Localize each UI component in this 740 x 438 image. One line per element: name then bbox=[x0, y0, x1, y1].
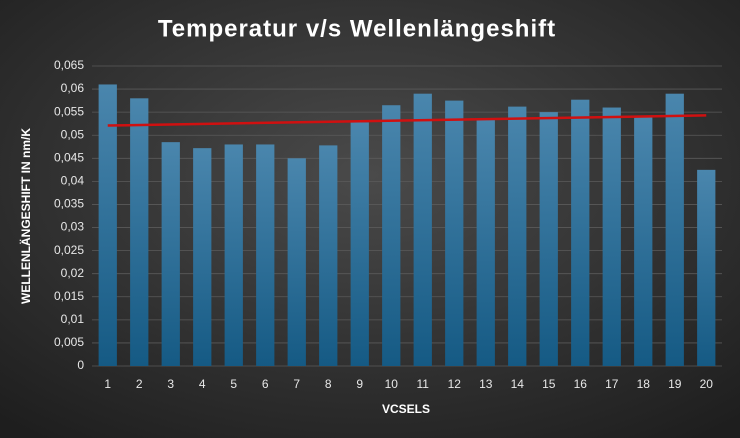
x-tick-label: 8 bbox=[325, 377, 332, 391]
x-tick-label: 3 bbox=[167, 377, 174, 391]
y-tick-label: 0,045 bbox=[54, 150, 84, 164]
y-axis-title: WELLENLÄNGESHIFT IN nm/K bbox=[18, 128, 33, 304]
bar bbox=[571, 99, 590, 366]
x-tick-label: 7 bbox=[293, 377, 300, 391]
y-tick-label: 0,065 bbox=[54, 58, 84, 72]
bar bbox=[161, 142, 180, 366]
x-tick-label: 6 bbox=[262, 377, 269, 391]
bar bbox=[319, 145, 338, 366]
bar bbox=[256, 144, 275, 366]
x-tick-label: 12 bbox=[448, 377, 462, 391]
bar bbox=[350, 122, 369, 366]
x-tick-label: 16 bbox=[574, 377, 588, 391]
x-tick-label: 9 bbox=[356, 377, 363, 391]
bar bbox=[98, 84, 117, 366]
bar bbox=[508, 106, 527, 366]
y-tick-label: 0,03 bbox=[61, 220, 85, 234]
y-tick-label: 0,025 bbox=[54, 243, 84, 257]
y-tick-label: 0,005 bbox=[54, 335, 84, 349]
y-tick-label: 0,035 bbox=[54, 197, 84, 211]
bar bbox=[602, 107, 621, 367]
x-tick-label: 14 bbox=[511, 377, 525, 391]
x-tick-label: 20 bbox=[700, 377, 714, 391]
x-tick-label: 15 bbox=[542, 377, 556, 391]
bar bbox=[665, 93, 684, 366]
x-tick-label: 2 bbox=[136, 377, 143, 391]
bar bbox=[382, 105, 401, 366]
x-tick-label: 13 bbox=[479, 377, 493, 391]
y-tick-label: 0,06 bbox=[61, 81, 85, 95]
x-axis-title: VCSELS bbox=[382, 402, 430, 416]
chart-title: Temperatur v/s Wellenlängeshift bbox=[158, 15, 556, 42]
bar bbox=[130, 98, 149, 367]
y-tick-label: 0,055 bbox=[54, 104, 84, 118]
x-tick-label: 4 bbox=[199, 377, 206, 391]
bar bbox=[224, 144, 243, 366]
y-tick-label: 0,05 bbox=[61, 127, 85, 141]
x-tick-label: 18 bbox=[637, 377, 651, 391]
trendline bbox=[107, 114, 707, 127]
x-tick-label: 10 bbox=[385, 377, 399, 391]
x-tick-label: 11 bbox=[417, 377, 430, 391]
y-tick-label: 0,04 bbox=[61, 174, 85, 188]
x-tick-label: 19 bbox=[668, 377, 682, 391]
bar bbox=[445, 100, 464, 366]
bar bbox=[413, 93, 432, 366]
y-tick-label: 0,02 bbox=[61, 266, 85, 280]
bar bbox=[193, 148, 212, 366]
bar bbox=[697, 169, 716, 366]
x-tick-label: 1 bbox=[104, 377, 111, 391]
x-tick-label: 5 bbox=[230, 377, 237, 391]
y-tick-label: 0,01 bbox=[61, 312, 85, 326]
x-tick-label: 17 bbox=[605, 377, 619, 391]
bar bbox=[539, 112, 558, 367]
bar bbox=[287, 158, 306, 366]
y-tick-label: 0,015 bbox=[54, 289, 84, 303]
bar bbox=[634, 116, 653, 367]
y-tick-label: 0 bbox=[77, 358, 84, 372]
bar bbox=[476, 119, 495, 366]
